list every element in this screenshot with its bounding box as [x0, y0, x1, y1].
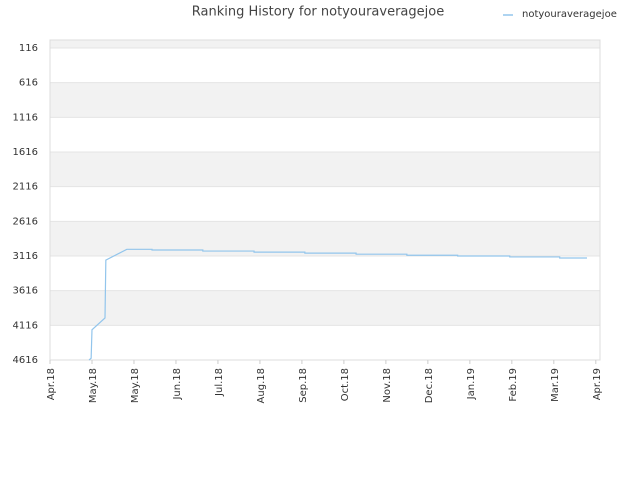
chart-title: Ranking History for notyouraveragejoe: [192, 5, 444, 20]
plot-border: [49, 39, 601, 361]
band: [50, 221, 600, 256]
x-tick-label: Feb.19: [508, 368, 519, 402]
band: [50, 325, 600, 360]
y-tick-label: 2616: [13, 216, 38, 227]
x-tick-label: Nov.18: [382, 368, 393, 403]
band: [50, 255, 600, 291]
y-tick-label: 1616: [13, 147, 38, 158]
legend-label: notyouraveragejoe: [522, 9, 617, 20]
y-tick-label: 616: [19, 78, 38, 89]
y-tick-label: 1116: [13, 112, 38, 123]
band: [50, 151, 600, 187]
x-tick-label: May.18: [130, 368, 141, 403]
x-tick-label: Apr.19: [592, 368, 603, 400]
x-tick-label: Mar.19: [550, 368, 561, 402]
series-line: [88, 248, 587, 361]
x-tick-label: May.18: [88, 368, 99, 403]
band: [50, 290, 600, 326]
band: [50, 47, 600, 83]
x-tick-label: Dec.18: [424, 368, 435, 403]
x-tick-label: Jan.19: [466, 368, 477, 400]
y-tick-label: 4116: [13, 320, 38, 331]
x-tick-label: Jul.18: [214, 368, 225, 397]
bands: [50, 47, 600, 360]
x-tick-label: Aug.18: [256, 368, 267, 403]
y-tick-label: 3116: [13, 251, 38, 262]
x-tick-label: Apr.18: [46, 368, 57, 400]
band: [50, 117, 600, 152]
x-tick-label: Oct.18: [340, 368, 351, 401]
y-tick-label: 3616: [13, 286, 38, 297]
y-tick-label: 116: [19, 43, 38, 54]
y-tick-label: 4616: [13, 355, 38, 366]
x-tick-label: Jun.18: [172, 368, 183, 401]
band: [50, 186, 600, 222]
x-tick-label: Sep.18: [298, 368, 309, 403]
y-tick-label: 2116: [13, 182, 38, 193]
band: [50, 82, 600, 118]
